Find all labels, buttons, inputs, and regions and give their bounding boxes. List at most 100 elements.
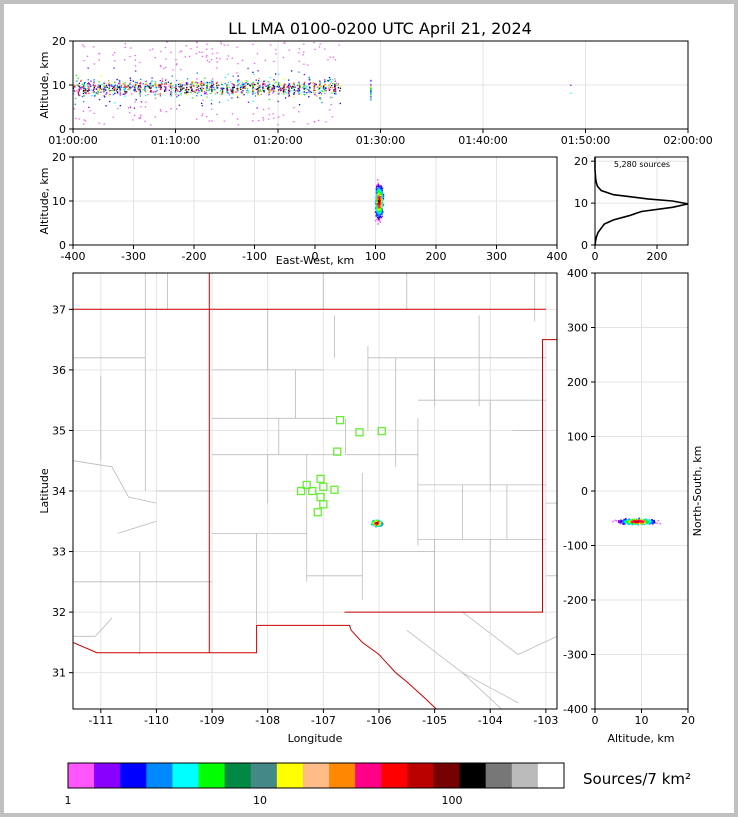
source-point [153, 90, 155, 92]
altitude-ns-ytick-label: 400 [567, 267, 588, 280]
source-point [262, 83, 264, 86]
source-point [259, 89, 262, 91]
source-point [645, 519, 647, 522]
source-point [133, 107, 136, 109]
source-point [380, 187, 383, 190]
source-point [83, 123, 85, 125]
source-point [270, 90, 273, 92]
source-point [169, 86, 172, 89]
source-point [143, 86, 146, 88]
source-point [159, 108, 162, 111]
source-point [175, 64, 178, 66]
plan-view-ytick-label: 32 [52, 606, 66, 619]
source-point [84, 89, 86, 92]
source-point [150, 87, 152, 89]
source-point [184, 56, 186, 58]
source-point [225, 86, 228, 89]
source-point [254, 83, 256, 86]
source-point [139, 82, 141, 85]
source-point [309, 87, 311, 89]
source-point [288, 49, 290, 51]
source-point [175, 87, 177, 90]
source-point [647, 521, 649, 523]
source-point [201, 51, 203, 54]
source-point [94, 88, 96, 90]
source-point [278, 85, 280, 87]
source-point [216, 87, 219, 89]
source-point [376, 218, 378, 220]
source-point [103, 87, 105, 89]
source-point [82, 86, 84, 88]
source-point [111, 89, 113, 92]
source-point [104, 86, 107, 89]
source-point [211, 86, 214, 88]
source-point [260, 93, 263, 96]
source-point [231, 57, 233, 59]
source-point [293, 89, 295, 91]
ew-altitude-xtick-label: 100 [365, 250, 386, 263]
source-point [644, 519, 647, 521]
source-point [83, 85, 86, 87]
source-point [206, 85, 209, 87]
source-point [659, 522, 661, 525]
source-point [298, 71, 300, 73]
colorbar-tick-label: 10 [253, 794, 267, 807]
source-point [374, 522, 377, 524]
source-point [374, 202, 377, 205]
source-point [288, 86, 290, 88]
ew-altitude-xtick-label: 200 [426, 250, 447, 263]
source-point [292, 92, 295, 95]
source-point [612, 520, 614, 523]
source-point [290, 90, 292, 92]
source-point [268, 94, 270, 96]
source-point [304, 85, 306, 87]
source-point [124, 91, 126, 93]
station-marker [377, 426, 386, 436]
source-point [212, 84, 214, 86]
source-point [298, 111, 300, 113]
source-point [226, 84, 228, 87]
source-point [377, 200, 379, 202]
source-point [131, 93, 133, 95]
source-point [275, 73, 277, 75]
source-point [124, 95, 126, 97]
source-point [206, 48, 208, 50]
source-point [637, 524, 640, 526]
source-point [624, 519, 627, 522]
source-point [298, 81, 300, 83]
source-point [288, 93, 291, 96]
source-point [178, 104, 181, 106]
source-point [293, 92, 295, 94]
source-point [382, 193, 385, 196]
source-point [129, 82, 132, 85]
source-point [651, 523, 654, 525]
source-point [257, 91, 260, 93]
source-point [303, 63, 305, 65]
altitude-ns-ytick-label: 0 [581, 485, 588, 498]
source-point [319, 82, 321, 85]
source-point [139, 86, 141, 88]
source-point [203, 84, 205, 86]
source-point [201, 105, 204, 107]
source-point [330, 103, 332, 106]
source-point [146, 83, 148, 85]
source-point [164, 86, 167, 89]
source-point [379, 186, 381, 188]
source-point [288, 94, 291, 97]
source-point [221, 89, 224, 91]
source-point [377, 216, 379, 219]
source-point [253, 83, 255, 86]
source-point [129, 77, 131, 79]
colorbar-cell [172, 763, 199, 788]
source-point [278, 93, 280, 95]
source-point [117, 86, 120, 89]
source-point [202, 99, 204, 101]
source-point [376, 212, 378, 214]
source-point [109, 83, 111, 85]
altitude-ns-sources [612, 517, 661, 526]
source-point [303, 88, 306, 90]
source-point [114, 60, 116, 62]
source-point [134, 54, 136, 57]
source-point [288, 91, 290, 93]
source-point [650, 520, 653, 522]
